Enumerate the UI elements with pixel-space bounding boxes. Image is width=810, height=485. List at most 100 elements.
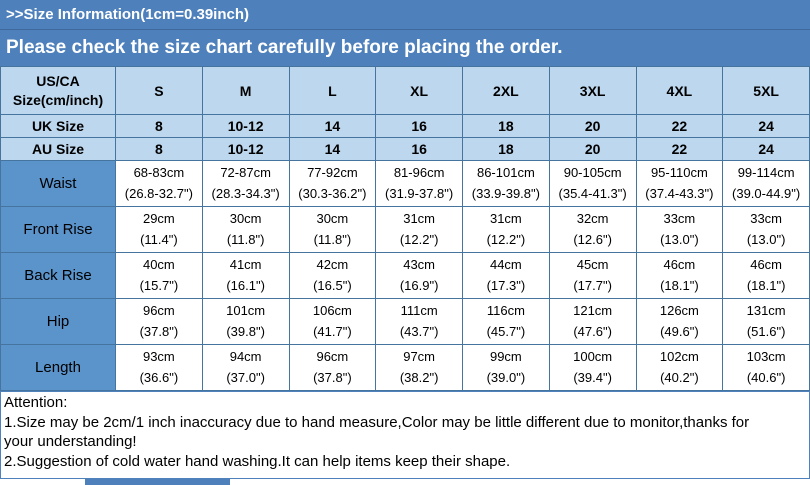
column-header-cell: 3XL bbox=[548, 66, 637, 115]
measurement-value-cell: 81-96cm (31.9-37.8") bbox=[375, 160, 463, 207]
attention-line: Attention: bbox=[4, 394, 68, 411]
value-cm: 33cm bbox=[750, 210, 783, 226]
value-inch: (28.3-34.3") bbox=[211, 185, 280, 201]
size-value-cell: 8 bbox=[115, 137, 203, 161]
size-value-cell: 20 bbox=[548, 137, 637, 161]
value-inch: (41.7") bbox=[313, 323, 352, 339]
measurement-row-label: Back Rise bbox=[0, 252, 116, 299]
size-value-cell: 20 bbox=[548, 114, 637, 138]
measurement-value-cell: 121cm (47.6") bbox=[548, 298, 637, 345]
measurement-value-cell: 102cm (40.2") bbox=[635, 344, 724, 391]
value-inch: (12.6") bbox=[573, 231, 612, 247]
value-inch: (17.3") bbox=[486, 277, 526, 293]
size-value-cell: 10-12 bbox=[201, 137, 290, 161]
measurement-value-cell: 30cm (11.8") bbox=[201, 206, 290, 253]
measurement-value-cell: 99-114cm (39.0-44.9") bbox=[722, 160, 810, 207]
value-inch: (43.7") bbox=[399, 323, 439, 339]
value-inch: (37.8") bbox=[139, 323, 179, 339]
measurement-value-cell: 32cm (12.6") bbox=[548, 206, 637, 253]
value-inch: (49.6") bbox=[660, 323, 699, 339]
value-cm: 30cm bbox=[229, 210, 262, 226]
value-cm: 31cm bbox=[489, 210, 522, 226]
size-value-cell: 8 bbox=[115, 114, 203, 138]
measurement-value-cell: 31cm (12.2") bbox=[462, 206, 550, 253]
attention-note: Attention: 1.Size may be 2cm/1 inch inac… bbox=[0, 391, 810, 479]
section-title-bar: >>Size Information(1cm=0.39inch) bbox=[0, 0, 810, 30]
value-cm: 102cm bbox=[659, 348, 699, 364]
measurement-value-cell: 46cm (18.1") bbox=[722, 252, 810, 299]
measurement-value-cell: 103cm (40.6") bbox=[722, 344, 810, 391]
measurement-value-cell: 106cm (41.7") bbox=[288, 298, 377, 345]
value-inch: (39.0") bbox=[486, 369, 526, 385]
measurement-value-cell: 86-101cm (33.9-39.8") bbox=[462, 160, 550, 207]
value-cm: 43cm bbox=[403, 256, 436, 272]
value-cm: 86-101cm bbox=[476, 164, 535, 180]
value-inch: (13.0") bbox=[746, 231, 786, 247]
size-value-cell: 14 bbox=[288, 114, 377, 138]
measurement-value-cell: 30cm (11.8") bbox=[288, 206, 377, 253]
value-inch: (37.4-43.3") bbox=[645, 185, 714, 201]
value-cm: 111cm bbox=[400, 302, 438, 318]
attention-line: 1.Size may be 2cm/1 inch inaccuracy due … bbox=[4, 413, 750, 431]
column-header-cell: XL bbox=[375, 66, 463, 115]
value-inch: (51.6") bbox=[746, 323, 786, 339]
value-cm: 81-96cm bbox=[393, 164, 445, 180]
value-inch: (12.2") bbox=[399, 231, 439, 247]
measurement-value-cell: 29cm (11.4") bbox=[115, 206, 203, 253]
value-cm: 96cm bbox=[142, 302, 175, 318]
value-inch: (38.2") bbox=[399, 369, 439, 385]
value-cm: 31cm bbox=[403, 210, 436, 226]
value-inch: (18.1") bbox=[746, 277, 786, 293]
value-cm: 99cm bbox=[489, 348, 522, 364]
measurement-row-label: Length bbox=[0, 344, 116, 391]
measurement-value-cell: 99cm (39.0") bbox=[462, 344, 550, 391]
value-cm: 40cm bbox=[142, 256, 175, 272]
value-inch: (11.4") bbox=[140, 231, 178, 247]
column-header-cell: 4XL bbox=[635, 66, 724, 115]
value-cm: 30cm bbox=[316, 210, 349, 226]
measurement-value-cell: 96cm (37.8") bbox=[115, 298, 203, 345]
measurement-row: Waist 68-83cm (26.8-32.7") 72-87cm (28.3-34.… bbox=[0, 160, 810, 207]
next-section-bar-fragment bbox=[85, 479, 230, 485]
corner-header-cell: US/CA Size(cm/inch) bbox=[0, 66, 116, 115]
size-value-cell: 22 bbox=[635, 137, 724, 161]
measurement-row-label: Waist bbox=[0, 160, 116, 207]
value-cm: 32cm bbox=[576, 210, 609, 226]
value-inch: (15.7") bbox=[139, 277, 179, 293]
column-header-cell: S bbox=[115, 66, 203, 115]
measurement-value-cell: 44cm (17.3") bbox=[462, 252, 550, 299]
measurement-value-cell: 42cm (16.5") bbox=[288, 252, 377, 299]
value-cm: 121cm bbox=[573, 302, 613, 318]
value-cm: 97cm bbox=[403, 348, 436, 364]
measurement-value-cell: 126cm (49.6") bbox=[635, 298, 724, 345]
value-cm: 42cm bbox=[316, 256, 349, 272]
value-inch: (11.8") bbox=[226, 231, 265, 247]
measurement-value-cell: 131cm (51.6") bbox=[722, 298, 810, 345]
value-cm: 101cm bbox=[226, 302, 266, 318]
measurement-value-cell: 101cm (39.8") bbox=[201, 298, 290, 345]
measurement-row-label: Hip bbox=[0, 298, 116, 345]
measurement-value-cell: 40cm (15.7") bbox=[115, 252, 203, 299]
measurement-value-cell: 72-87cm (28.3-34.3") bbox=[201, 160, 290, 207]
value-cm: 68-83cm bbox=[133, 164, 185, 180]
value-inch: (37.8") bbox=[313, 369, 352, 385]
value-inch: (17.7") bbox=[573, 277, 612, 293]
value-cm: 96cm bbox=[316, 348, 349, 364]
size-value-cell: 24 bbox=[722, 137, 810, 161]
value-inch: (39.4") bbox=[573, 369, 612, 385]
value-inch: (12.2") bbox=[486, 231, 526, 247]
measurement-row: Back Rise 40cm (15.7") 41cm (16.1") 42cm (16.5… bbox=[0, 252, 810, 299]
size-value-cell: 18 bbox=[462, 114, 550, 138]
value-cm: 94cm bbox=[229, 348, 262, 364]
size-value-cell: 18 bbox=[462, 137, 550, 161]
size-row-label: AU Size bbox=[0, 137, 116, 161]
measurement-row: Front Rise 29cm (11.4") 30cm (11.8") 30cm (11.… bbox=[0, 206, 810, 253]
size-chart-notice-bar: Please check the size chart carefully be… bbox=[0, 30, 810, 66]
size-value-cell: 16 bbox=[375, 137, 463, 161]
size-table: US/CA Size(cm/inch) S M L XL 2XL 3XL 4XL 5XL UK S… bbox=[0, 66, 810, 391]
value-inch: (13.0") bbox=[660, 231, 699, 247]
value-cm: 103cm bbox=[746, 348, 786, 364]
value-inch: (16.9") bbox=[399, 277, 439, 293]
value-inch: (37.0") bbox=[226, 369, 265, 385]
header-row: US/CA Size(cm/inch) S M L XL 2XL 3XL 4XL 5XL bbox=[0, 66, 810, 115]
